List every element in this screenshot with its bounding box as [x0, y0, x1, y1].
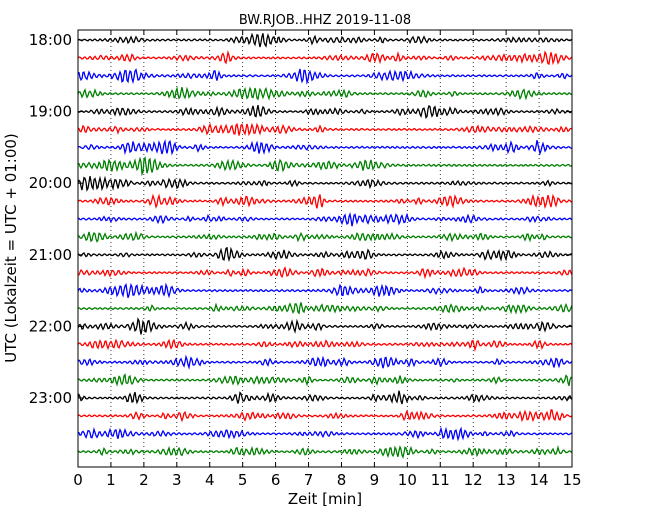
y-tick-label: 23:00	[29, 389, 72, 407]
x-tick-label: 0	[73, 471, 83, 489]
x-tick-label: 9	[370, 471, 380, 489]
trace-0	[77, 32, 573, 48]
y-axis-ticks: 18:00 19:00 20:00 21:00 22:00 23:00	[29, 31, 572, 407]
trace-15	[77, 302, 573, 315]
trace-9	[77, 193, 573, 209]
x-tick-label: 14	[530, 471, 549, 489]
x-tick-label: 6	[271, 471, 281, 489]
x-tick-label: 13	[497, 471, 516, 489]
y-axis-label: UTC (Lokalzeit = UTC + 01:00)	[2, 133, 20, 363]
x-tick-label: 10	[398, 471, 417, 489]
y-tick-label: 22:00	[29, 317, 72, 335]
y-tick-label: 18:00	[29, 31, 72, 49]
trace-4	[77, 104, 573, 119]
trace-23	[77, 444, 573, 459]
trace-group	[77, 32, 573, 459]
trace-8	[77, 175, 573, 193]
trace-16	[77, 317, 573, 335]
trace-3	[77, 86, 573, 101]
trace-12	[77, 246, 573, 263]
grid-lines	[110, 30, 540, 467]
trace-17	[77, 338, 573, 352]
y-tick-label: 19:00	[29, 103, 72, 121]
trace-14	[77, 282, 573, 299]
x-tick-label: 3	[172, 471, 182, 489]
x-tick-label: 11	[431, 471, 450, 489]
plot-frame	[77, 29, 573, 468]
trace-7	[77, 155, 573, 177]
trace-1	[77, 50, 573, 66]
x-tick-label: 2	[139, 471, 149, 489]
y-tick-label: 20:00	[29, 174, 72, 192]
x-tick-label: 1	[106, 471, 116, 489]
x-tick-label: 12	[464, 471, 483, 489]
trace-20	[77, 390, 573, 405]
x-tick-label: 7	[304, 471, 314, 489]
trace-6	[77, 138, 573, 156]
x-tick-label: 4	[205, 471, 215, 489]
trace-21	[77, 409, 573, 423]
x-axis-ticks: 0 1 2 3 4 5 6 7 8 9 10 11 12 13 14 15	[73, 30, 582, 489]
trace-13	[77, 266, 573, 280]
trace-11	[77, 230, 573, 243]
trace-10	[77, 211, 573, 227]
trace-5	[77, 122, 573, 137]
x-tick-label: 8	[337, 471, 347, 489]
x-tick-label: 5	[238, 471, 248, 489]
x-tick-label: 15	[562, 471, 581, 489]
trace-18	[77, 354, 573, 370]
trace-19	[77, 373, 573, 387]
chart-title: BW.RJOB..HHZ 2019-11-08	[239, 13, 411, 28]
x-axis-label: Zeit [min]	[288, 490, 362, 508]
trace-22	[77, 426, 573, 442]
trace-2	[77, 68, 573, 85]
y-tick-label: 21:00	[29, 246, 72, 264]
